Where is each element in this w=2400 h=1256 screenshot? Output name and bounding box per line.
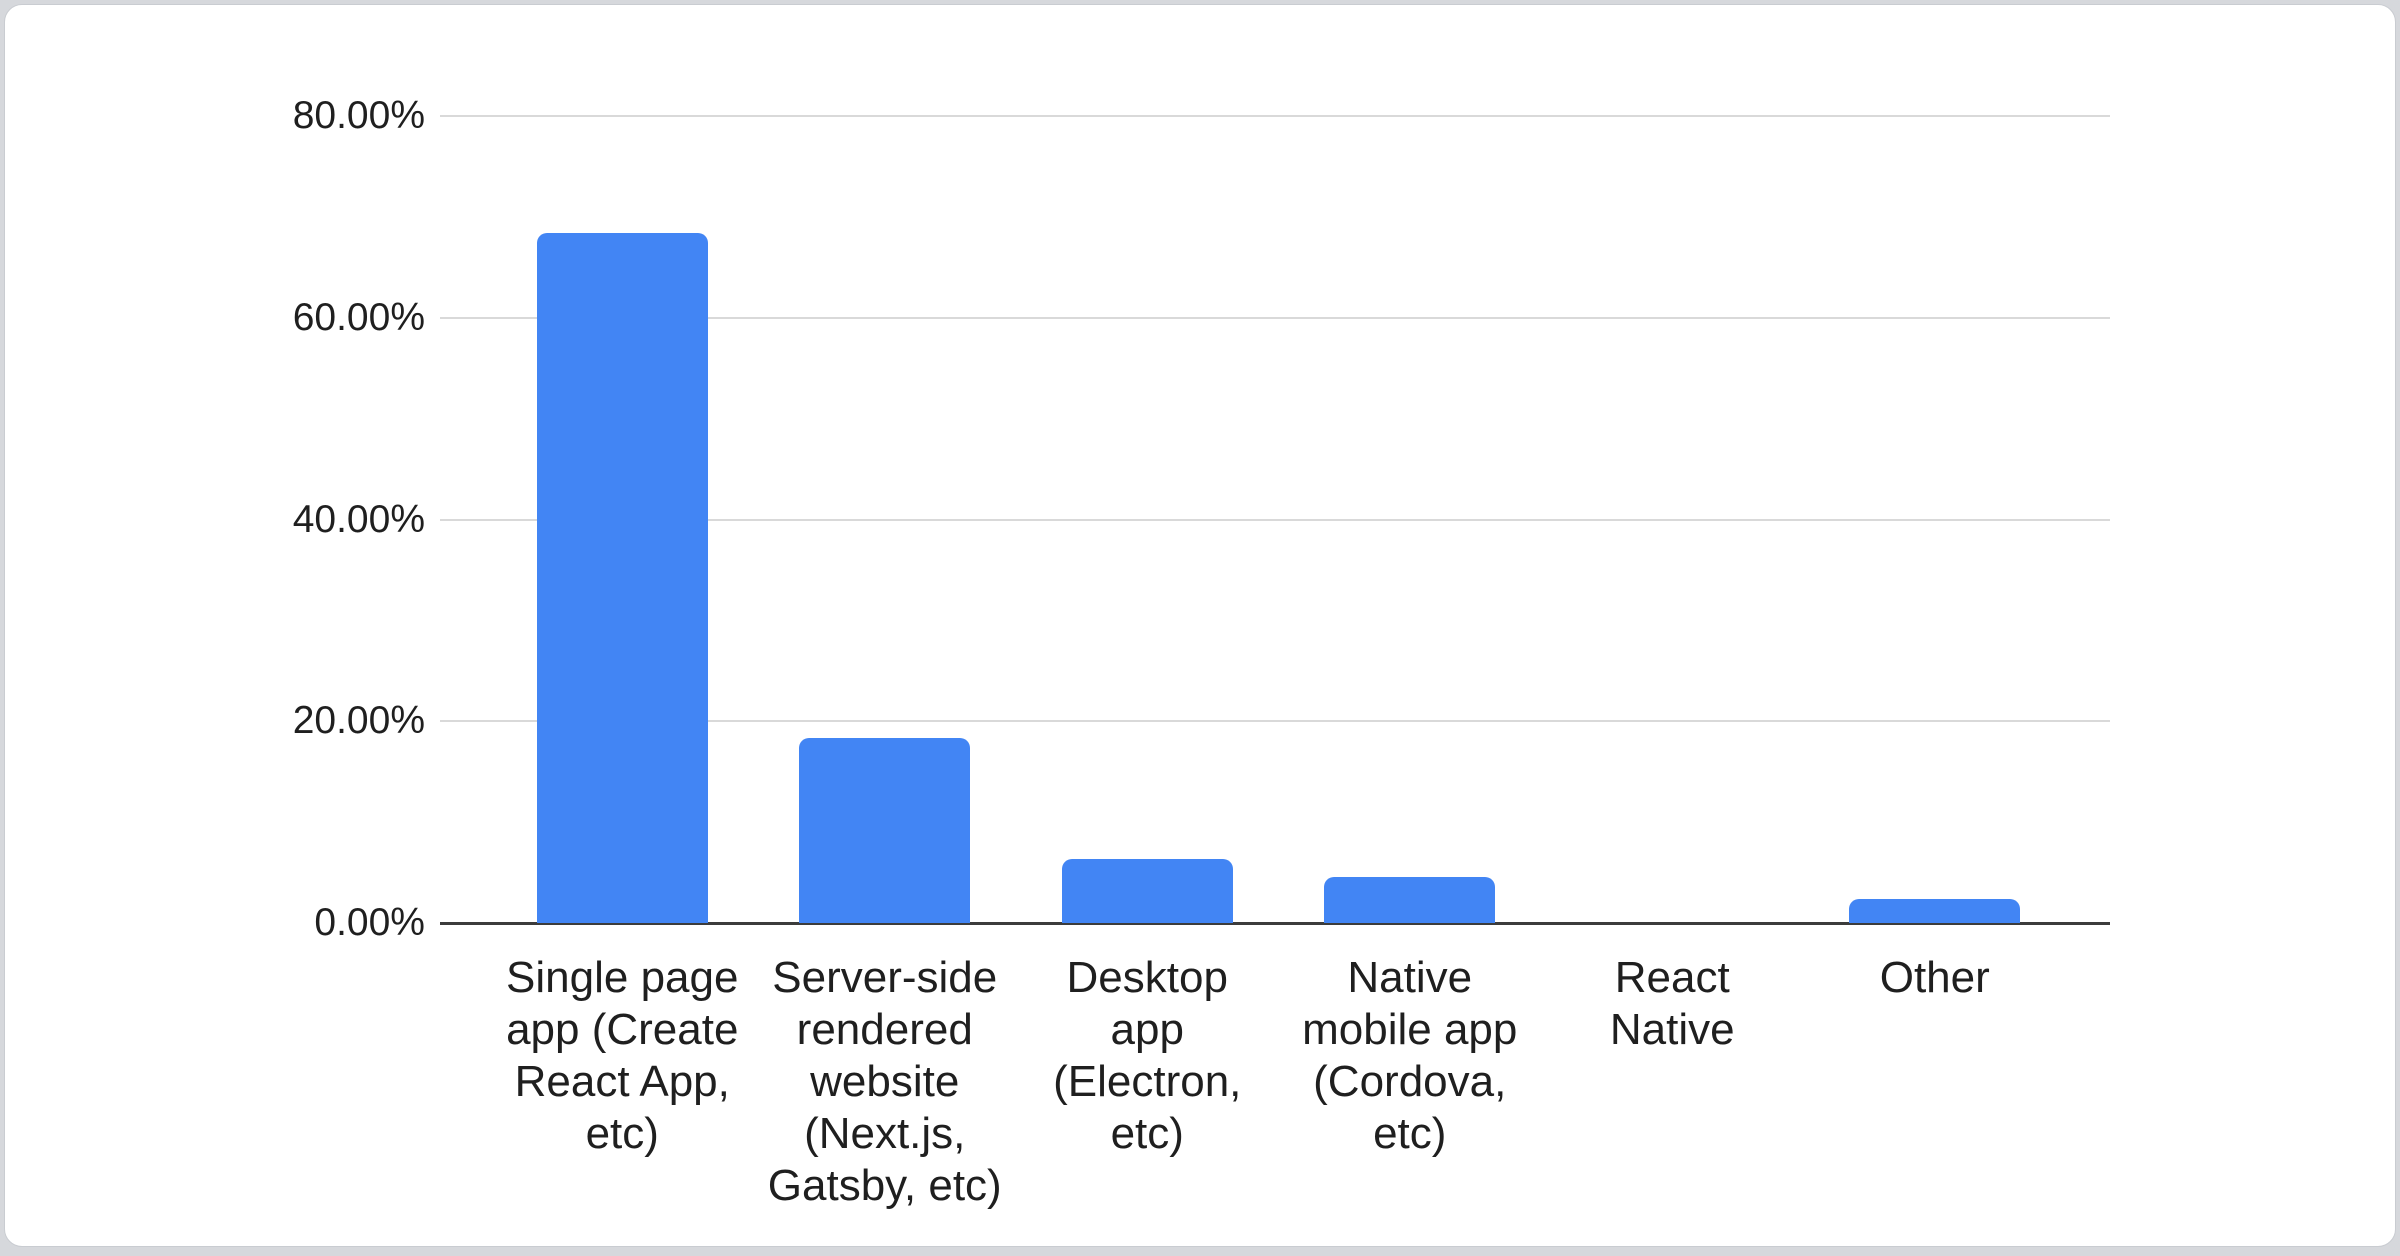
x-category-label: Server-side rendered website (Next.js, G… [767, 953, 1002, 1210]
gridline-20 [440, 720, 2110, 723]
y-axis-tick-label: 40.00% [292, 497, 425, 541]
bars-layer [491, 116, 2066, 923]
y-axis-tick-label: 80.00% [292, 94, 425, 137]
gridline-80 [440, 115, 2110, 117]
bar-1 [799, 738, 971, 923]
x-axis-line [440, 922, 2110, 925]
x-category-label: Native mobile app (Cordova, etc) [1302, 953, 1518, 1158]
x-axis-labels: Single page app (Create React App, etc) S… [491, 952, 2066, 1212]
bar-band [754, 116, 1017, 923]
gridline-60 [440, 316, 2110, 319]
y-axis-tick-label: 20.00% [292, 699, 425, 743]
bar-band [1541, 116, 1804, 923]
x-category-label: Single page app (Create React App, etc) [506, 953, 739, 1158]
bar-band [1279, 116, 1542, 923]
chart-card [4, 4, 2396, 1247]
y-axis-tick-label: 60.00% [292, 295, 425, 339]
x-category-label: Desktop app (Electron, etc) [1053, 953, 1242, 1158]
bar-band [1804, 116, 2067, 923]
bar-2 [1061, 859, 1233, 923]
x-category-label: React Native [1609, 953, 1735, 1054]
bar-0 [536, 233, 708, 923]
bar-3 [1324, 877, 1496, 923]
bar-5 [1849, 899, 2021, 923]
bar-band [1016, 116, 1279, 923]
gridline-40 [440, 518, 2110, 521]
y-axis-tick-label: 0.00% [314, 901, 425, 944]
bar-band [491, 116, 754, 923]
x-category-label: Other [1879, 953, 1990, 1002]
